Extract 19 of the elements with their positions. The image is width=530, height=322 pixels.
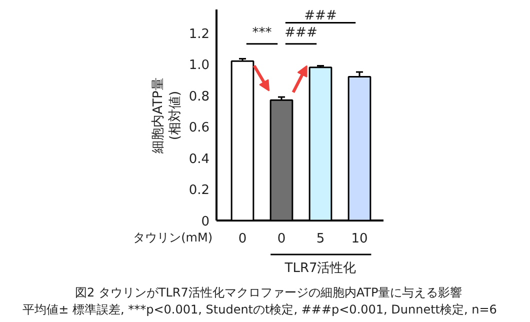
y-tick-label: 0.6 (188, 120, 210, 136)
x-tick-label: 0 (238, 232, 247, 246)
y-tick-label: 0.8 (188, 89, 210, 104)
x-tick-label: 0 (277, 232, 286, 246)
text: 平均値± 標準誤差, ***p<0.001, Studentのt検定, ###p<0.001, Dunnett検定, n=6 (22, 302, 497, 316)
caption: 図2 タウリンがTLR7活性化マクロファージの細胞内ATP量に与える影響 (74, 286, 462, 300)
y-tick-label: 1.0 (188, 58, 210, 74)
annotation: ### (304, 8, 337, 24)
y-tick-label: 0.2 (188, 183, 210, 198)
x-tick-label: 5 (316, 232, 325, 246)
x-axis-title: タウリン(mM) (133, 230, 212, 244)
annotation: ### (284, 25, 318, 40)
text: TLR7活性化 (284, 261, 356, 276)
y-tick-label: 0 (201, 214, 210, 230)
y-tick-label: 1.2 (188, 26, 210, 42)
annotation: *** (252, 25, 272, 40)
y-axis-title: 細胞内ATP量 (相対値) (151, 78, 183, 154)
y-tick-label: 0.4 (188, 152, 210, 167)
x-tick-label: 10 (351, 232, 368, 246)
